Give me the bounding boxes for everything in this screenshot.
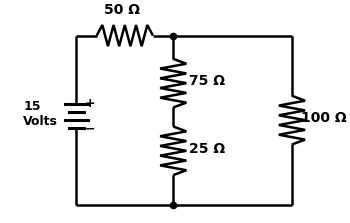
Text: 75 Ω: 75 Ω bbox=[189, 74, 225, 88]
Text: 100 Ω: 100 Ω bbox=[301, 111, 347, 125]
Text: 25 Ω: 25 Ω bbox=[189, 142, 225, 156]
Text: 50 Ω: 50 Ω bbox=[104, 3, 140, 17]
Text: −: − bbox=[85, 122, 96, 135]
Text: 15
Volts: 15 Volts bbox=[23, 100, 58, 128]
Text: +: + bbox=[85, 97, 96, 110]
